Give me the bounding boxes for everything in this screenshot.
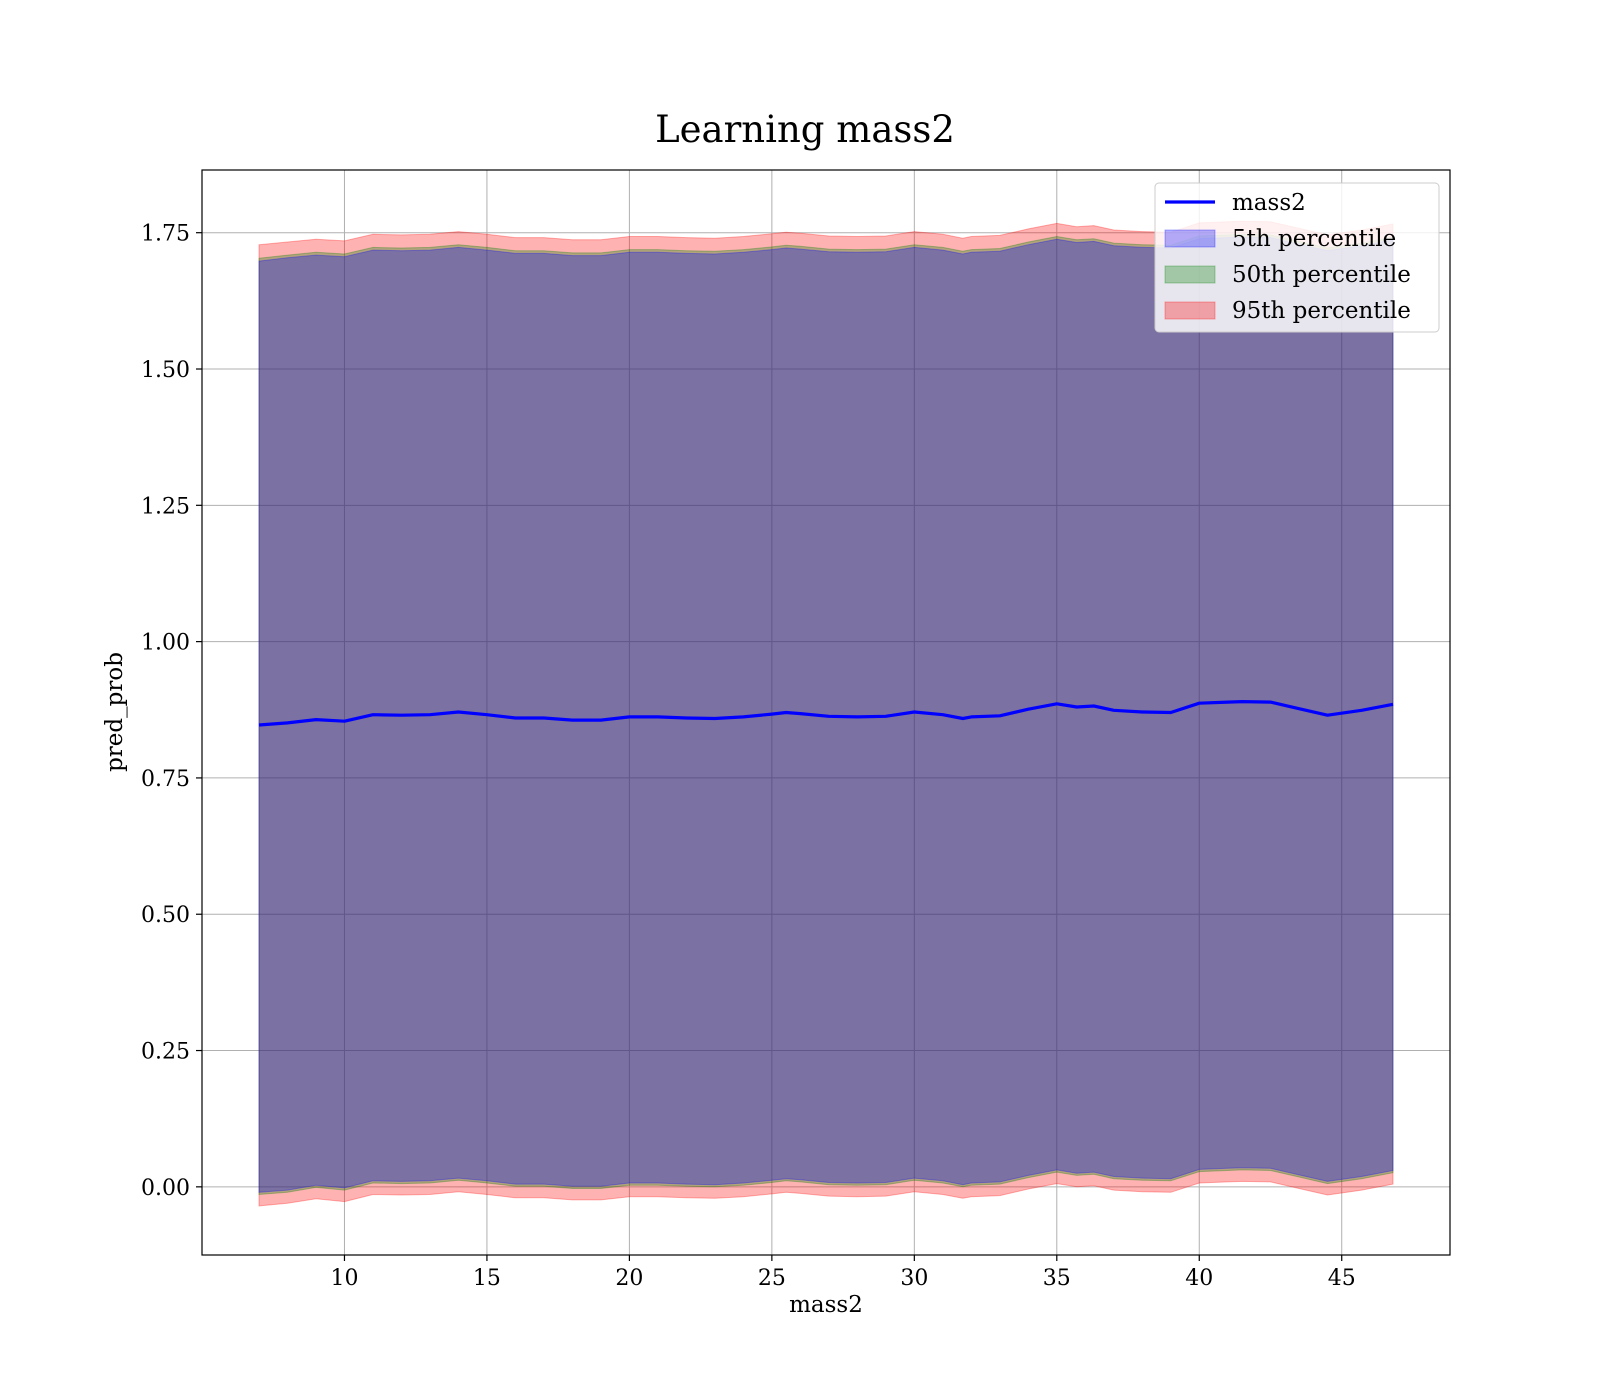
- x-tick-label: 35: [1043, 1266, 1071, 1291]
- x-tick-label: 25: [758, 1266, 786, 1291]
- y-axis-title: pred_prob: [102, 652, 128, 772]
- legend-label: 5th percentile: [1232, 226, 1396, 252]
- x-tick-label: 40: [1185, 1266, 1213, 1291]
- x-tick-label: 10: [330, 1266, 358, 1291]
- plot-frame: [201, 169, 1451, 1256]
- legend-label: mass2: [1232, 190, 1306, 216]
- x-axis-ticks: 10 15 20 25 30 35 40 45: [330, 1255, 1356, 1291]
- y-tick-label: 0.50: [141, 903, 190, 928]
- x-tick-label: 45: [1328, 1266, 1356, 1291]
- y-tick-label: 0.00: [141, 1176, 190, 1201]
- band-95th-percentile: [258, 220, 1394, 1207]
- legend-box: [1154, 182, 1440, 333]
- legend-swatch-95th: [1164, 301, 1216, 320]
- legend-swatch-50th: [1164, 265, 1216, 284]
- x-tick-label: 15: [473, 1266, 501, 1291]
- legend-label: 95th percentile: [1232, 298, 1411, 324]
- y-axis-ticks: 0.00 0.25 0.50 0.75 1.00 1.25 1.50 1.75: [141, 222, 202, 1201]
- legend-swatch-5th: [1164, 229, 1216, 248]
- y-tick-label: 1.75: [141, 222, 190, 247]
- y-tick-label: 1.00: [141, 631, 190, 656]
- x-tick-label: 20: [615, 1266, 643, 1291]
- y-tick-label: 0.25: [141, 1040, 190, 1065]
- x-axis-title: mass2: [789, 1292, 863, 1318]
- chart-title: Learning mass2: [655, 108, 955, 151]
- legend: mass2 5th percentile 50th percentile 95th p…: [1154, 182, 1440, 333]
- x-tick-label: 30: [900, 1266, 928, 1291]
- grid: [202, 170, 1450, 1255]
- band-50th-percentile: [258, 233, 1394, 1196]
- series-lines: [258, 699, 1394, 727]
- y-tick-label: 0.75: [141, 767, 190, 792]
- y-tick-label: 1.50: [141, 358, 190, 383]
- line-mass2: [258, 699, 1394, 727]
- legend-label: 50th percentile: [1232, 262, 1411, 288]
- y-tick-label: 1.25: [141, 494, 190, 519]
